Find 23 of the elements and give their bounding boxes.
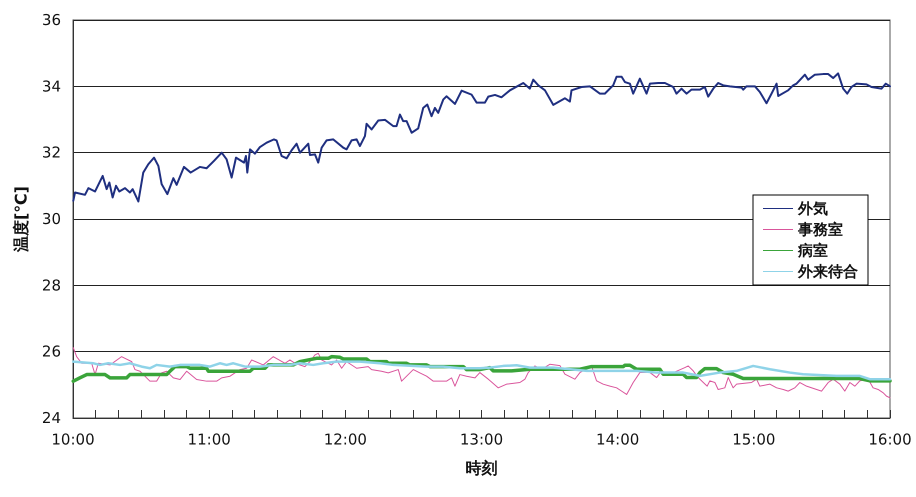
x-tick-label: 15:00 bbox=[732, 430, 776, 448]
y-tick-label: 30 bbox=[42, 210, 61, 228]
legend-label: 事務室 bbox=[797, 220, 843, 238]
x-tick-label: 10:00 bbox=[51, 430, 95, 448]
line-series bbox=[72, 72, 891, 202]
y-tick-label: 24 bbox=[42, 409, 61, 427]
x-tick-label: 11:00 bbox=[188, 430, 231, 448]
x-tick-label: 16:00 bbox=[868, 430, 912, 448]
x-tick-label: 12:00 bbox=[324, 430, 367, 448]
legend-label: 病室 bbox=[797, 242, 828, 260]
x-axis-title: 時刻 bbox=[466, 458, 498, 478]
y-axis-title: 温度[℃] bbox=[12, 186, 30, 253]
y-tick-label: 34 bbox=[42, 77, 61, 96]
legend-label: 外気 bbox=[797, 200, 828, 218]
legend-label: 外来待合 bbox=[797, 262, 858, 280]
line-series bbox=[72, 360, 892, 380]
y-tick-label: 36 bbox=[42, 11, 61, 29]
y-tick-label: 28 bbox=[42, 276, 61, 294]
y-tick-label: 32 bbox=[42, 144, 61, 162]
y-tick-label: 26 bbox=[42, 342, 61, 361]
line-series bbox=[72, 347, 890, 398]
x-tick-label: 14:00 bbox=[596, 430, 640, 448]
x-tick-label: 13:00 bbox=[460, 430, 504, 448]
